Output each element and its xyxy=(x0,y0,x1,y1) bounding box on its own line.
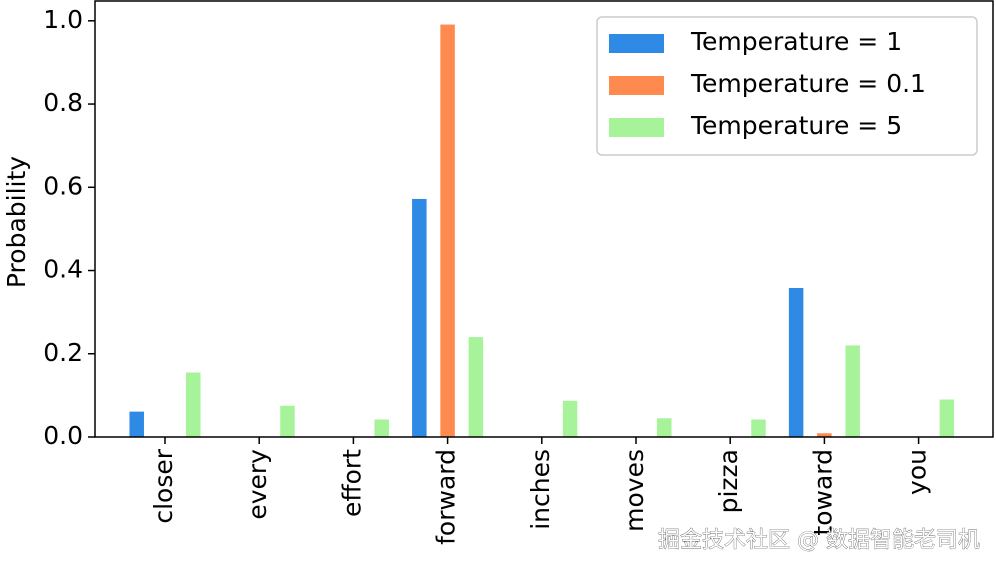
y-axis-label: Probability xyxy=(2,156,31,288)
bar xyxy=(412,198,427,437)
x-tick-label: forward xyxy=(432,449,461,545)
plot-frame xyxy=(94,0,994,438)
bar xyxy=(129,411,144,437)
legend-label: Temperature = 0.1 xyxy=(690,69,926,98)
legend-swatch xyxy=(609,76,664,95)
bar xyxy=(845,345,860,437)
bar xyxy=(280,405,295,437)
x-tick-label: you xyxy=(903,449,932,495)
x-tick-label: toward xyxy=(808,449,837,536)
legend-label: Temperature = 1 xyxy=(690,27,902,56)
x-tick-label: closer xyxy=(149,448,178,523)
y-tick-label: 0.6 xyxy=(43,171,83,200)
bar xyxy=(562,400,578,437)
x-tick-label: moves xyxy=(620,449,649,532)
legend-box xyxy=(596,16,978,156)
y-tick-label: 0.0 xyxy=(43,421,83,450)
y-tick-label: 0.4 xyxy=(43,255,83,284)
bar xyxy=(817,433,832,437)
bar xyxy=(788,288,804,437)
x-tick-label: inches xyxy=(526,449,555,530)
bar xyxy=(657,418,672,437)
x-tick-label: every xyxy=(243,449,272,520)
watermark: 掘金技术社区 @ 数据智能老司机 xyxy=(658,528,980,553)
y-tick-label: 1.0 xyxy=(43,5,83,34)
legend-swatch xyxy=(609,118,664,137)
bar xyxy=(751,419,766,437)
bar xyxy=(939,399,955,437)
bar xyxy=(440,24,455,438)
bar xyxy=(468,337,484,437)
y-tick-label: 0.8 xyxy=(43,88,83,117)
y-tick-label: 0.2 xyxy=(43,338,83,367)
bar xyxy=(374,419,389,437)
bar xyxy=(186,372,201,437)
x-tick-label: pizza xyxy=(714,449,743,513)
legend-label: Temperature = 5 xyxy=(690,111,902,140)
x-tick-label: effort xyxy=(337,449,366,517)
legend-swatch xyxy=(609,34,664,53)
